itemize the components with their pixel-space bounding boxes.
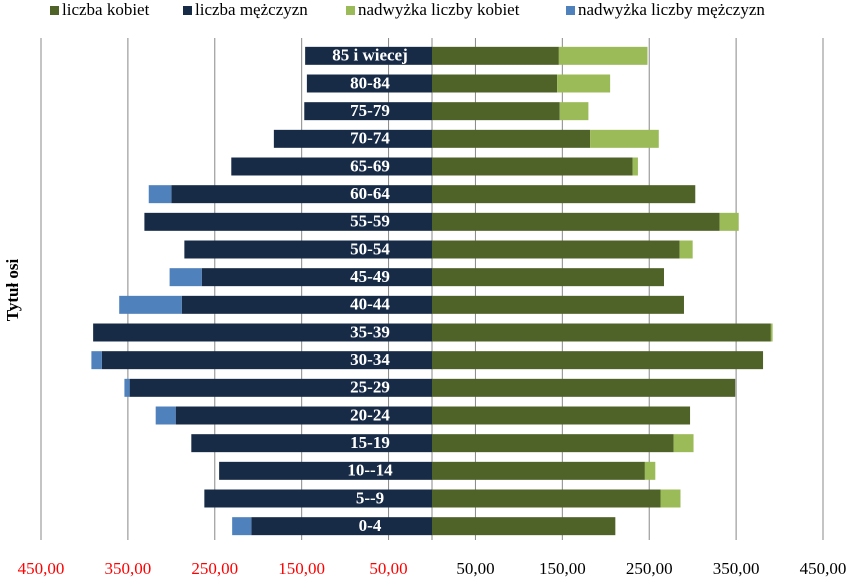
bar <box>432 323 771 342</box>
bar <box>144 212 433 231</box>
bar <box>432 295 684 314</box>
category-label: 55-59 <box>350 212 390 231</box>
x-tick-label: 450,00 <box>18 559 65 578</box>
bar <box>432 378 736 397</box>
bar <box>432 489 661 508</box>
bar <box>558 46 648 65</box>
category-label: 65-69 <box>350 156 390 175</box>
category-label: 5--9 <box>356 488 384 507</box>
bar <box>432 102 560 121</box>
legend-label: liczba mężczyzn <box>195 0 308 19</box>
category-label: 70-74 <box>350 129 390 148</box>
bar <box>119 295 182 314</box>
bar <box>432 461 645 480</box>
bar <box>305 46 432 65</box>
bar <box>432 434 674 453</box>
legend-label: nadwyżka liczby kobiet <box>358 0 520 19</box>
bar <box>770 323 773 342</box>
legend-marker <box>566 6 575 15</box>
bar <box>171 185 433 204</box>
y-axis-label: Tytuł osi <box>3 258 22 321</box>
bar <box>432 212 720 231</box>
bar <box>191 434 432 453</box>
bar <box>273 129 432 148</box>
category-label: 15-19 <box>350 433 390 452</box>
bar <box>306 74 432 93</box>
bar <box>232 517 252 536</box>
x-tick-label: 50,00 <box>456 559 494 578</box>
bar <box>432 185 696 204</box>
bar <box>91 351 102 370</box>
category-label: 35-39 <box>350 322 390 341</box>
bar <box>231 157 432 176</box>
bar <box>155 406 176 425</box>
bar <box>124 378 130 397</box>
bar <box>304 102 432 121</box>
bar <box>632 157 638 176</box>
legend-marker <box>50 6 59 15</box>
bar <box>559 102 589 121</box>
bar <box>219 461 432 480</box>
bar <box>148 185 172 204</box>
bar <box>679 240 693 259</box>
bar <box>184 240 432 259</box>
bar <box>432 129 591 148</box>
category-label: 45-49 <box>350 267 390 286</box>
bar <box>204 489 432 508</box>
bar <box>432 74 558 93</box>
bar <box>557 74 611 93</box>
category-label: 25-29 <box>350 378 390 397</box>
bar <box>251 517 432 536</box>
bar <box>169 268 202 287</box>
x-tick-label: 50,00 <box>369 559 407 578</box>
bar <box>101 351 433 370</box>
x-tick-label: 450,00 <box>800 559 847 578</box>
x-tick-label: 250,00 <box>626 559 673 578</box>
x-tick-label: 150,00 <box>278 559 325 578</box>
category-label: 30-34 <box>350 350 390 369</box>
bar <box>432 240 680 259</box>
bar <box>432 157 633 176</box>
category-label: 20-24 <box>350 405 390 424</box>
x-tick-label: 150,00 <box>539 559 586 578</box>
category-label: 10--14 <box>347 461 393 480</box>
bar <box>719 212 739 231</box>
category-label: 75-79 <box>350 101 390 120</box>
bar <box>201 268 432 287</box>
category-label: 40-44 <box>350 295 390 314</box>
x-tick-label: 350,00 <box>105 559 152 578</box>
bar <box>644 461 656 480</box>
category-label: 85 i wiecej <box>332 46 408 65</box>
bar <box>129 378 433 397</box>
legend-marker <box>183 6 192 15</box>
bar <box>590 129 659 148</box>
bar <box>175 406 432 425</box>
bar <box>93 323 432 342</box>
bar <box>181 295 432 314</box>
category-label: 0-4 <box>359 516 382 535</box>
legend-label: nadwyżka liczby mężczyzn <box>578 0 765 19</box>
bar <box>673 434 694 453</box>
x-tick-label: 250,00 <box>191 559 238 578</box>
x-tick-label: 350,00 <box>713 559 760 578</box>
category-label: 50-54 <box>350 239 390 258</box>
legend-marker <box>346 6 355 15</box>
bar <box>432 46 559 65</box>
legend-label: liczba kobiet <box>62 0 150 19</box>
category-label: 60-64 <box>350 184 390 203</box>
category-label: 80-84 <box>350 73 390 92</box>
bar <box>432 268 664 287</box>
bar <box>432 517 616 536</box>
bar <box>432 406 691 425</box>
bar <box>432 351 764 370</box>
bar <box>660 489 681 508</box>
